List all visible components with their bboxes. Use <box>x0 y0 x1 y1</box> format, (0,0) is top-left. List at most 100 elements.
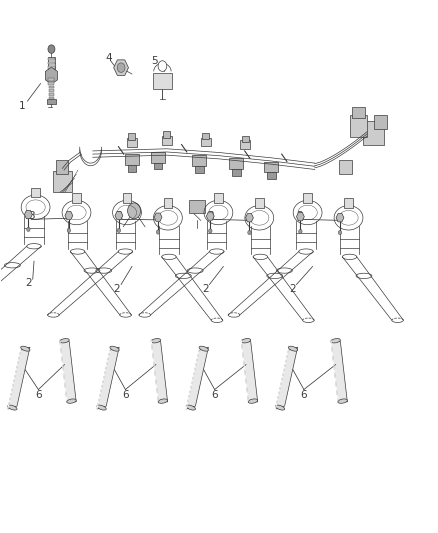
Text: 4: 4 <box>106 53 112 63</box>
Bar <box>163 131 170 138</box>
Polygon shape <box>8 347 30 409</box>
Bar <box>192 155 206 166</box>
Bar <box>162 136 172 144</box>
Bar <box>31 188 40 197</box>
Bar <box>49 97 54 100</box>
Bar <box>232 169 241 176</box>
Text: 5: 5 <box>151 56 158 66</box>
Circle shape <box>248 230 251 235</box>
Bar <box>49 86 54 88</box>
Circle shape <box>156 230 160 234</box>
Ellipse shape <box>158 399 168 403</box>
Polygon shape <box>151 340 168 402</box>
Text: 1: 1 <box>19 101 25 111</box>
Polygon shape <box>297 213 304 221</box>
Bar <box>123 193 131 203</box>
Polygon shape <box>246 214 253 222</box>
Bar <box>48 58 55 60</box>
Text: 2: 2 <box>25 278 32 288</box>
Circle shape <box>117 63 125 72</box>
Bar <box>189 200 205 214</box>
Text: 3: 3 <box>116 211 122 221</box>
Bar <box>49 82 54 85</box>
Ellipse shape <box>276 405 285 410</box>
Polygon shape <box>336 214 344 222</box>
Bar <box>53 171 72 192</box>
Ellipse shape <box>110 346 119 351</box>
Polygon shape <box>115 212 123 220</box>
Ellipse shape <box>60 338 69 343</box>
Text: 3: 3 <box>207 211 214 221</box>
Bar <box>127 138 137 147</box>
Bar <box>214 193 223 203</box>
Ellipse shape <box>241 338 251 343</box>
Bar <box>242 135 249 142</box>
Bar <box>72 193 81 203</box>
Bar <box>339 160 352 174</box>
Polygon shape <box>276 347 297 409</box>
Bar <box>240 140 251 149</box>
Bar <box>230 158 244 169</box>
Text: 6: 6 <box>300 390 307 400</box>
Bar <box>47 100 56 104</box>
Polygon shape <box>186 347 208 409</box>
Bar <box>48 78 54 81</box>
Bar <box>202 133 209 139</box>
Bar <box>153 73 172 89</box>
Ellipse shape <box>331 338 340 343</box>
Bar <box>128 133 135 140</box>
Bar <box>201 138 211 146</box>
Ellipse shape <box>21 346 30 351</box>
Ellipse shape <box>199 346 208 351</box>
Bar <box>374 115 387 128</box>
Text: 2: 2 <box>202 284 208 294</box>
Circle shape <box>338 230 342 235</box>
Circle shape <box>67 228 71 232</box>
Circle shape <box>208 229 212 233</box>
Bar <box>127 165 136 172</box>
Bar <box>352 108 365 118</box>
Bar <box>48 57 55 73</box>
Polygon shape <box>241 340 258 402</box>
Ellipse shape <box>67 399 76 403</box>
Bar <box>48 70 55 73</box>
Circle shape <box>48 45 55 53</box>
Text: 6: 6 <box>35 390 42 400</box>
Ellipse shape <box>97 405 106 410</box>
Circle shape <box>27 227 30 231</box>
Ellipse shape <box>338 399 347 403</box>
Circle shape <box>127 203 141 219</box>
Bar <box>154 163 162 169</box>
Bar <box>344 198 353 208</box>
Polygon shape <box>206 212 214 220</box>
Bar <box>56 160 68 174</box>
Polygon shape <box>114 60 128 76</box>
Ellipse shape <box>8 405 17 410</box>
Ellipse shape <box>248 399 258 403</box>
Polygon shape <box>331 340 347 402</box>
Text: 6: 6 <box>122 390 129 400</box>
Polygon shape <box>154 213 162 221</box>
Polygon shape <box>25 211 32 219</box>
Bar <box>363 120 385 144</box>
Bar <box>125 154 139 165</box>
Bar <box>195 166 204 173</box>
Bar <box>49 93 54 96</box>
Ellipse shape <box>288 346 298 351</box>
Bar <box>48 62 55 64</box>
Bar <box>267 172 276 179</box>
Circle shape <box>158 61 167 71</box>
Bar <box>350 115 367 136</box>
Bar <box>48 66 55 69</box>
Polygon shape <box>65 212 73 220</box>
Text: 3: 3 <box>28 211 35 221</box>
Ellipse shape <box>186 405 195 410</box>
Bar <box>255 198 264 208</box>
Text: 3: 3 <box>296 211 303 221</box>
Ellipse shape <box>151 338 161 343</box>
Polygon shape <box>46 67 57 84</box>
Text: 6: 6 <box>212 390 218 400</box>
Polygon shape <box>60 340 76 402</box>
Bar <box>49 90 54 92</box>
Polygon shape <box>97 347 119 409</box>
